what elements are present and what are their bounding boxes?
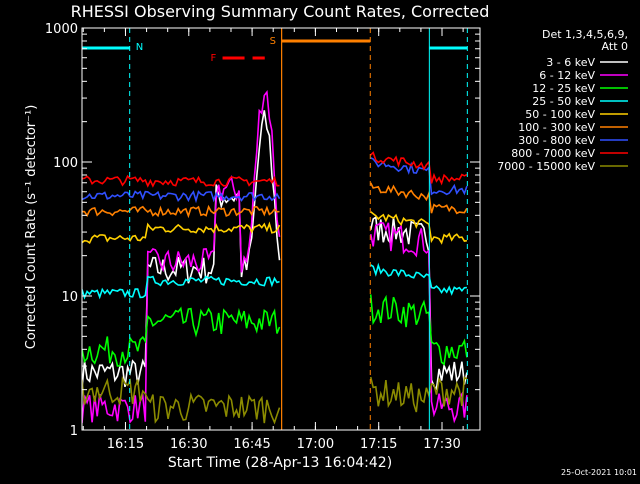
flare-label: F [211, 53, 217, 64]
plot-area [82, 90, 468, 425]
x-tick-label-2: 16:30 [170, 437, 207, 452]
series-line-4 [82, 262, 467, 300]
saa-label: S [270, 36, 276, 47]
legend-label-8: 800 - 7000 keV [511, 147, 595, 160]
legend-label-4: 25 - 50 keV [532, 95, 595, 108]
x-tick-label-6: 17:30 [423, 437, 460, 452]
axes: N F S 16:15 16:30 16:45 17:00 17:15 17:30 1 10 100 1… [45, 22, 481, 452]
date-stamp: 25-Oct-2021 10:01 [561, 468, 637, 477]
series-line-6 [82, 182, 468, 219]
night-label: N [136, 42, 143, 53]
x-tick-label-4: 17:00 [297, 437, 334, 452]
legend-label-5: 50 - 100 keV [525, 108, 595, 121]
y-tick-label-4: 1000 [45, 22, 78, 37]
legend-title-1: Det 1,3,4,5,6,9, [542, 28, 628, 41]
x-axis-label: Start Time (28-Apr-13 16:04:42) [168, 455, 392, 471]
series-line-9 [82, 375, 468, 425]
series-line-5 [82, 211, 468, 245]
legend-label-9: 7000 - 15000 keV [497, 160, 595, 173]
legend-label-6: 100 - 300 keV [518, 121, 595, 134]
series-line-7 [82, 157, 468, 204]
legend-label-7: 300 - 800 keV [518, 134, 595, 147]
legend-label-2: 6 - 12 keV [539, 69, 595, 82]
legend-label-3: 12 - 25 keV [532, 82, 595, 95]
chart-title: RHESSI Observing Summary Count Rates, Co… [71, 2, 490, 21]
x-tick-label-5: 17:15 [360, 437, 397, 452]
y-tick-label-1: 1 [70, 424, 78, 439]
x-tick-label-3: 16:45 [233, 437, 270, 452]
y-tick-label-3: 100 [53, 156, 78, 171]
legend-label-1: 3 - 6 keV [546, 56, 595, 69]
series-line-2 [82, 90, 468, 424]
series-line-1 [82, 110, 468, 391]
y-tick-label-2: 10 [61, 290, 78, 305]
plot-frame [81, 27, 481, 431]
x-tick-label-1: 16:15 [107, 437, 144, 452]
series-line-8 [82, 151, 468, 188]
legend-title-2: Att 0 [602, 40, 628, 53]
series-group [82, 90, 468, 425]
y-axis-label: Corrected Count Rate (s⁻¹ detector⁻¹) [24, 105, 39, 350]
series-line-3 [82, 294, 468, 367]
